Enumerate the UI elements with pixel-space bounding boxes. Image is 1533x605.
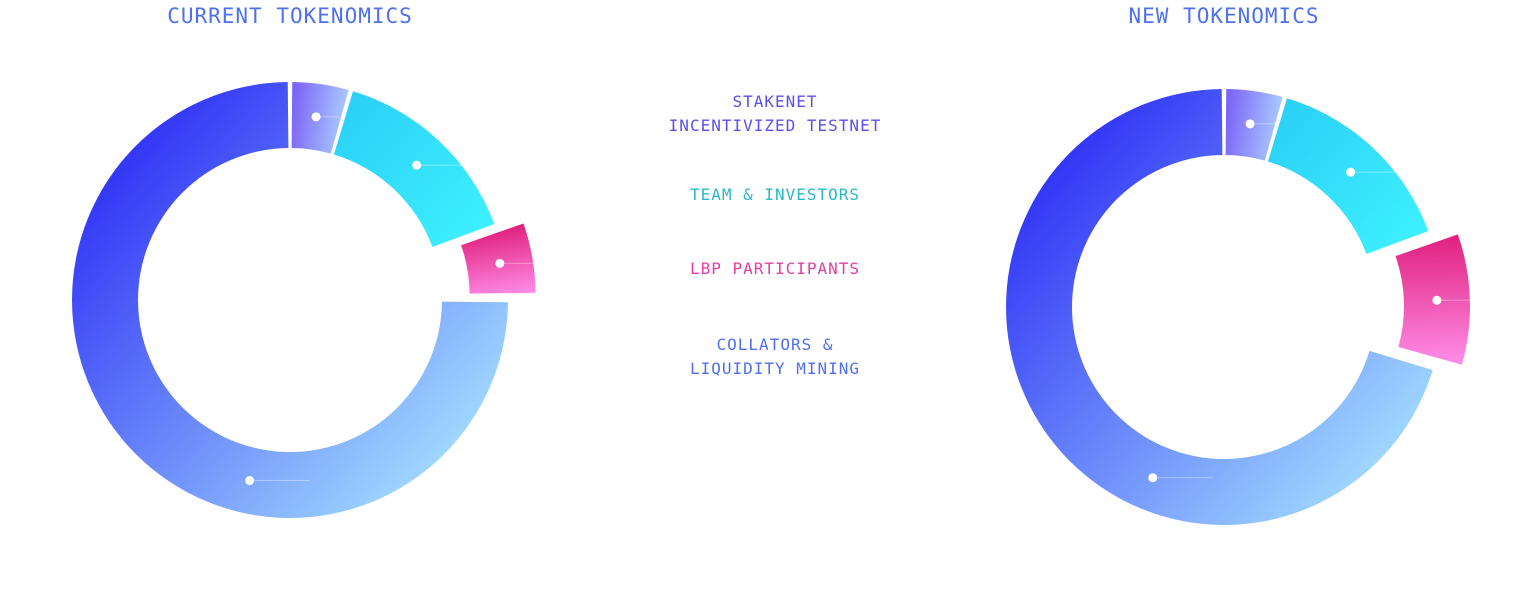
slice-marker-stakenet: [1245, 119, 1255, 129]
legend-item-collators: COLLATORS & LIQUIDITY MINING: [689, 335, 861, 378]
chart-title-new: NEW TOKENOMICS: [1128, 4, 1320, 28]
slice-collators-liquidity-new: [1005, 89, 1433, 525]
slice-marker-team-investors: [412, 160, 422, 170]
legend-item-stakenet: STAKENET INCENTIVIZED TESTNET: [668, 92, 882, 135]
slice-marker-lbp-participants: [1432, 295, 1442, 305]
legend-item-lbp: LBP PARTICIPANTS: [689, 259, 861, 278]
donut-chart-new: [1005, 89, 1497, 525]
slice-marker-team-investors: [1346, 167, 1356, 177]
slice-marker-stakenet: [311, 112, 321, 122]
slice-marker-collators-liquidity: [245, 476, 255, 486]
donut-chart-current: [71, 82, 560, 518]
slice-marker-lbp-participants: [495, 258, 505, 268]
slice-team-investors-current: [333, 91, 495, 248]
slice-team-investors-new: [1267, 98, 1429, 255]
slice-marker-collators-liquidity: [1148, 473, 1158, 483]
chart-title-current: CURRENT TOKENOMICS: [167, 4, 413, 28]
slice-lbp-participants-current: [461, 223, 536, 294]
legend-item-team: TEAM & INVESTORS: [689, 185, 861, 204]
legend: STAKENET INCENTIVIZED TESTNET TEAM & INV…: [620, 0, 930, 605]
slice-collators-liquidity-current: [71, 82, 508, 518]
